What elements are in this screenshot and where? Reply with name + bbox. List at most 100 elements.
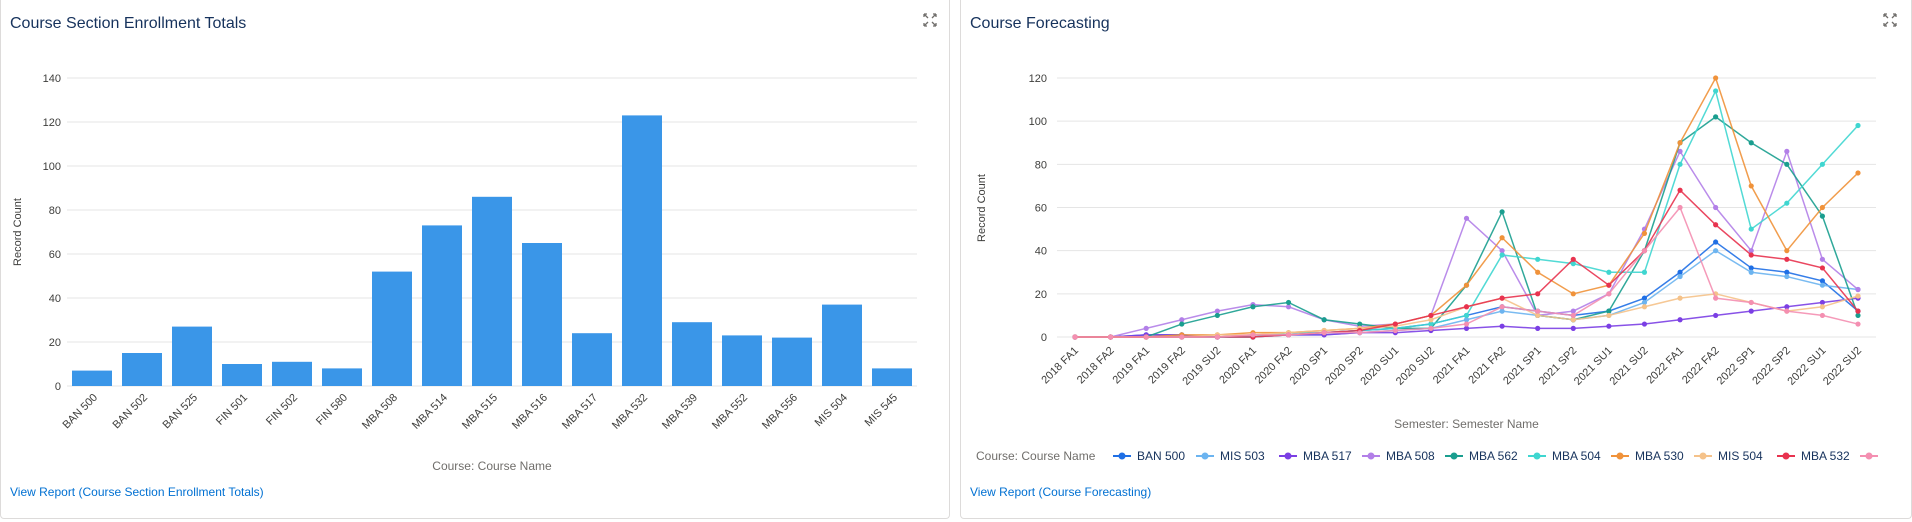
data-point (1072, 334, 1078, 340)
data-point (1463, 215, 1470, 221)
data-point (1570, 308, 1576, 314)
data-point (1748, 183, 1754, 189)
bar-mba-516 (522, 243, 562, 386)
data-point (1677, 140, 1683, 146)
x-tick-label: FIN 502 (264, 392, 300, 428)
data-point (1819, 312, 1826, 319)
y-tick-label: 140 (43, 73, 61, 85)
data-point (1463, 321, 1470, 327)
y-tick-label: 120 (43, 117, 61, 129)
data-point (1677, 317, 1683, 323)
legend-title: Course: Course Name (976, 449, 1096, 463)
legend-swatch-dot (1367, 452, 1375, 460)
data-point (1357, 330, 1363, 336)
legend-swatch-dot (1533, 452, 1541, 460)
data-point (1570, 312, 1576, 319)
data-point (1819, 282, 1826, 288)
data-point (1855, 286, 1861, 293)
bar-mba-508 (372, 271, 412, 386)
data-point (1250, 304, 1256, 310)
data-point (1748, 252, 1754, 258)
legend-item: MIS 504 (1694, 449, 1763, 463)
data-point (1641, 295, 1648, 301)
data-point (1677, 273, 1683, 280)
expand-icon[interactable] (1883, 13, 1897, 27)
data-point (1428, 312, 1434, 319)
data-point (1819, 265, 1826, 271)
data-point (1428, 321, 1434, 327)
legend-swatch-dot (1450, 452, 1458, 460)
legend-swatch-dot (1865, 452, 1873, 460)
enrollment-panel: Course Section Enrollment Totals 0 20 40 60… (0, 0, 950, 519)
y-tick-label: 60 (1035, 203, 1047, 215)
x-tick-label: MIS 504 (813, 392, 850, 429)
bar-mba-532 (622, 115, 662, 387)
legend-item: MBA 530 (1611, 449, 1684, 463)
x-tick-label: MBA 539 (660, 392, 700, 432)
data-point (1143, 325, 1149, 331)
x-tick-label: 2019 FA1 (1111, 345, 1153, 387)
y-tick-label: 0 (55, 381, 61, 393)
data-point (1499, 235, 1505, 241)
legend-label: MBA 532 (1801, 449, 1850, 463)
x-tick-label: 2021 SU2 (1607, 345, 1650, 388)
data-point (1713, 248, 1719, 254)
legend-label: MBA 530 (1635, 449, 1684, 463)
data-point (1855, 312, 1861, 319)
bar-fin-501 (222, 364, 262, 386)
x-tick-label: 2020 SP1 (1288, 345, 1331, 388)
data-point (1499, 323, 1505, 329)
data-point (1748, 299, 1754, 306)
data-point (1855, 170, 1861, 176)
data-point (1535, 308, 1541, 314)
data-point (1499, 295, 1505, 301)
y-axis-title: Record Count (12, 198, 24, 266)
y-tick-label: 20 (1035, 289, 1047, 301)
series-line-unnamed-9 (1072, 204, 1861, 340)
data-point (1214, 334, 1220, 340)
data-point (1819, 161, 1826, 167)
data-point (1748, 226, 1754, 232)
x-axis-title: Semester: Semester Name (1394, 417, 1539, 431)
legend-item: MBA 504 (1528, 449, 1601, 463)
x-axis-title: Course: Course Name (432, 459, 552, 473)
y-tick-label: 80 (49, 205, 61, 217)
x-tick-label: 2021 FA1 (1431, 345, 1473, 387)
data-point (1748, 265, 1754, 271)
data-point (1499, 304, 1505, 310)
view-report-forecasting-link[interactable]: View Report (Course Forecasting) (970, 485, 1152, 499)
data-point (1677, 148, 1683, 154)
data-point (1713, 312, 1719, 319)
y-tick-label: 100 (1029, 116, 1047, 128)
x-tick-label: MBA 514 (410, 392, 450, 432)
legend-label: MBA 504 (1552, 449, 1601, 463)
legend-label: MBA 508 (1386, 449, 1435, 463)
data-point (1713, 88, 1719, 94)
data-point (1784, 161, 1790, 167)
data-point (1677, 269, 1683, 275)
legend-item: MBA 508 (1362, 449, 1435, 463)
data-point (1463, 325, 1470, 331)
x-tick-label: 2018 FA1 (1039, 345, 1081, 387)
expand-icon[interactable] (923, 13, 937, 27)
data-point (1855, 321, 1861, 327)
series-path (1075, 115, 1859, 338)
y-tick-label: 60 (49, 249, 61, 261)
data-point (1641, 299, 1648, 306)
data-point (1392, 327, 1398, 334)
data-point (1641, 304, 1648, 310)
x-tick-label: 2018 FA2 (1075, 345, 1117, 387)
data-point (1463, 317, 1470, 323)
x-tick-label: BAN 500 (61, 392, 101, 432)
data-point (1819, 278, 1826, 284)
legend-swatch-dot (1699, 452, 1707, 460)
data-point (1713, 295, 1719, 301)
data-point (1784, 256, 1790, 262)
x-tick-label: 2021 SP1 (1501, 345, 1544, 388)
legend-item (1860, 452, 1878, 460)
data-point (1499, 209, 1505, 215)
data-point (1819, 256, 1826, 262)
x-tick-label: 2022 SP1 (1715, 345, 1758, 388)
x-tick-label: BAN 525 (161, 392, 201, 432)
view-report-enrollment-link[interactable]: View Report (Course Section Enrollment T… (10, 485, 264, 499)
